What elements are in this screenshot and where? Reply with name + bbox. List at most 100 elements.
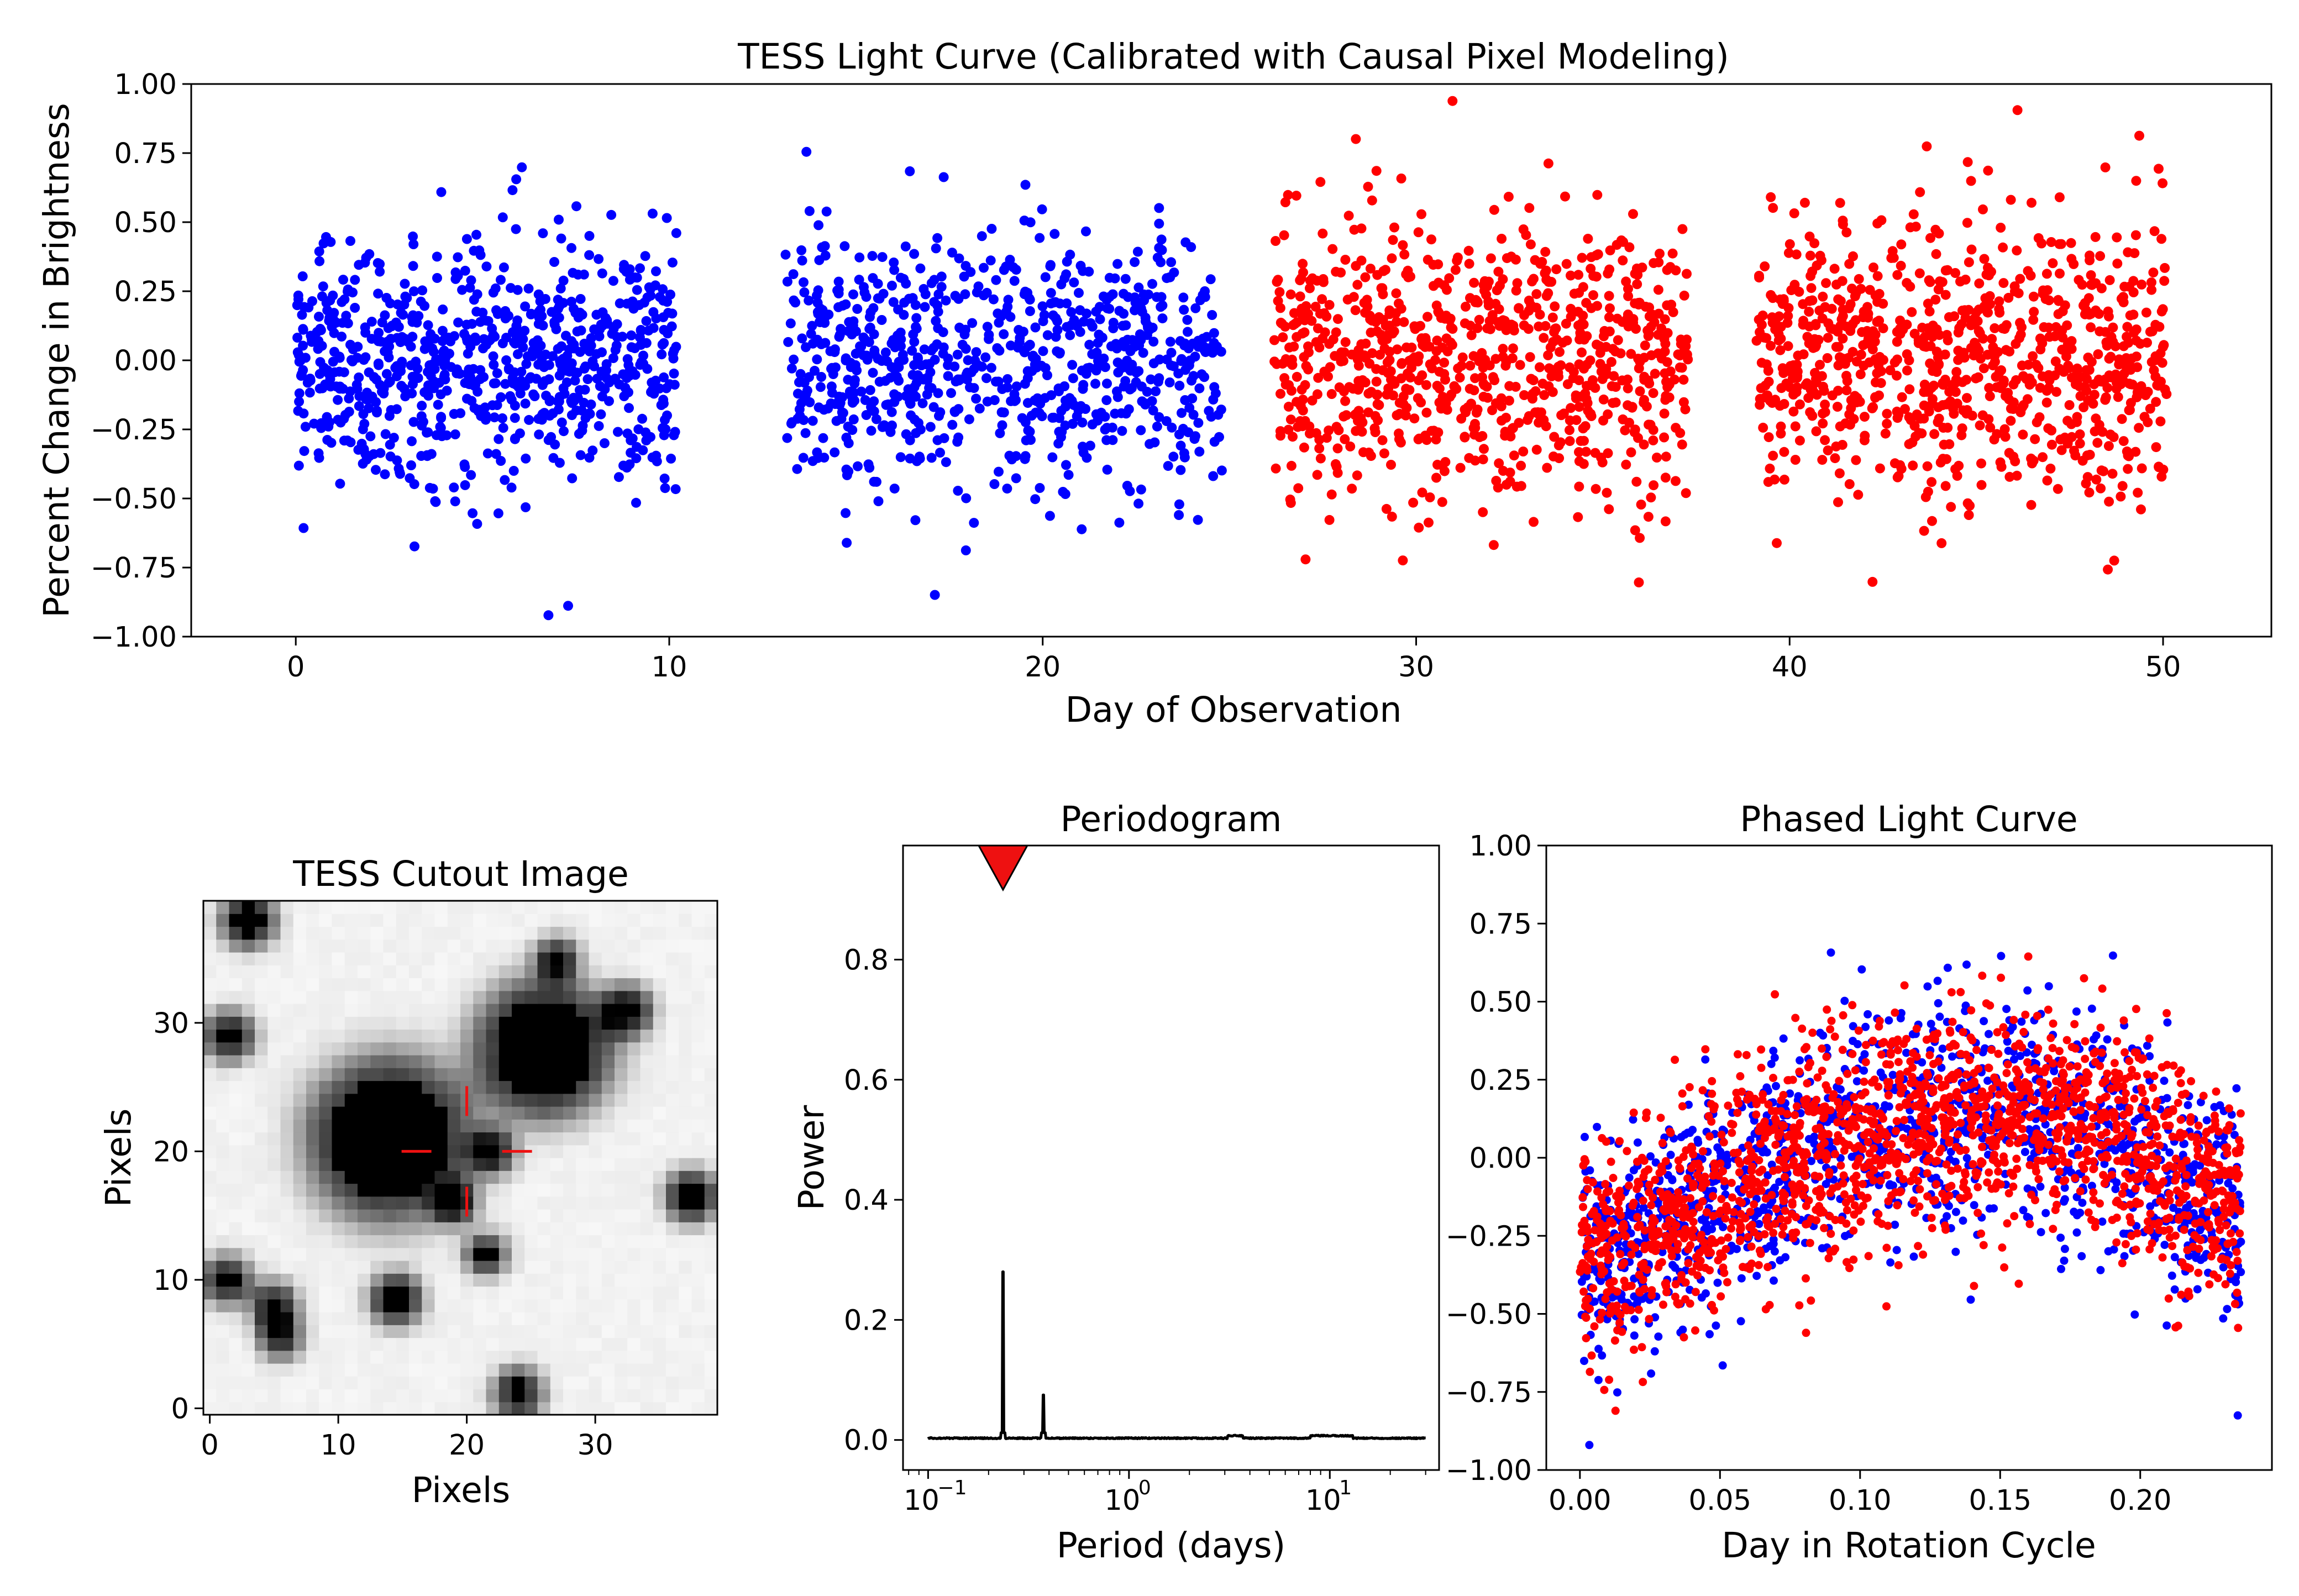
image-pixel [255,926,268,940]
light-curve-point [1470,455,1481,466]
image-pixel [203,1273,217,1287]
image-pixel [473,1401,487,1415]
image-pixel [550,952,564,965]
image-pixel [242,1222,255,1236]
image-pixel [691,1337,705,1351]
image-pixel [524,939,538,953]
light-curve-point [797,333,807,344]
light-curve-point [843,466,854,476]
light-curve-point [335,479,345,489]
image-pixel [409,1042,422,1056]
image-pixel [691,1350,705,1364]
light-curve-point [428,484,438,494]
image-pixel [383,1337,397,1351]
light-curve-point [2130,447,2141,457]
image-pixel [653,1235,666,1248]
image-pixel [447,1106,461,1120]
light-curve-point [299,446,309,456]
light-curve-point [1112,386,1122,397]
image-pixel [653,1376,666,1390]
light-curve-point [1022,366,1033,376]
image-pixel [486,901,500,914]
light-curve-point [915,263,926,274]
light-curve-point [950,291,960,301]
light-curve-point [1062,322,1072,332]
light-curve-point [2054,364,2065,374]
image-pixel [537,901,551,914]
light-curve-point [596,409,606,419]
image-pixel [524,1119,538,1133]
light-curve-point [915,424,926,435]
image-pixel [589,901,602,914]
image-pixel [460,1273,474,1287]
image-pixel [319,952,333,965]
light-curve-point [1328,334,1339,345]
light-curve-point [1348,384,1358,394]
light-curve-point [1817,313,1828,324]
image-pixel [422,1389,435,1403]
image-pixel [653,1132,666,1146]
image-pixel [473,1055,487,1068]
light-curve-point [1904,384,1915,395]
light-curve-point [1030,322,1041,333]
image-pixel [306,1209,319,1222]
image-pixel [242,914,255,927]
image-pixel [358,1144,371,1158]
light-curve-point [1340,337,1351,348]
image-pixel [524,1401,538,1415]
light-curve-point [1107,435,1118,445]
light-curve-point [2091,474,2102,485]
light-curve-point [1388,390,1398,401]
light-curve-point [1398,555,1408,566]
image-pixel [653,1389,666,1403]
image-pixel [370,1093,384,1107]
image-pixel [422,1068,435,1082]
light-curve-point [663,308,674,318]
light-curve-point [1920,340,1931,351]
light-curve-point [1465,293,1475,303]
light-curve-point [2006,195,2016,205]
light-curve-point [584,230,595,241]
image-pixel [640,1029,654,1043]
image-pixel [473,1325,487,1338]
light-curve-point [324,417,335,427]
image-pixel [589,1042,602,1056]
light-curve-point [895,452,906,463]
light-curve-point [511,174,522,185]
light-curve-point [1339,411,1349,422]
image-pixel [255,965,268,979]
image-pixel [460,1170,474,1184]
image-pixel [627,1350,641,1364]
light-curve-point [1031,363,1042,373]
image-pixel [422,1247,435,1261]
image-pixel [666,1222,679,1236]
image-pixel [332,952,345,965]
light-curve-point [373,288,384,299]
image-pixel [460,1337,474,1351]
light-curve-point [2072,412,2082,422]
image-pixel [498,1119,512,1133]
light-curve-point [960,289,970,300]
light-curve-point [997,420,1007,431]
image-pixel [370,1235,384,1248]
image-pixel [332,1299,345,1313]
image-pixel [691,914,705,927]
image-pixel [383,1376,397,1390]
image-pixel [447,1235,461,1248]
image-pixel [370,1261,384,1274]
light-curve-point [1058,487,1068,497]
image-pixel [370,1312,384,1325]
light-curve-point [1934,276,1945,287]
image-pixel [627,1055,641,1068]
image-pixel [498,1209,512,1222]
light-curve-point [661,383,671,393]
image-pixel [255,1261,268,1274]
image-pixel [306,1389,319,1403]
image-pixel [679,926,692,940]
light-curve-point [1983,165,1993,176]
light-curve-point [1472,323,1483,333]
image-pixel [704,1068,718,1082]
light-curve-point [2056,445,2067,455]
image-pixel [434,1286,448,1300]
image-pixel [576,1286,590,1300]
